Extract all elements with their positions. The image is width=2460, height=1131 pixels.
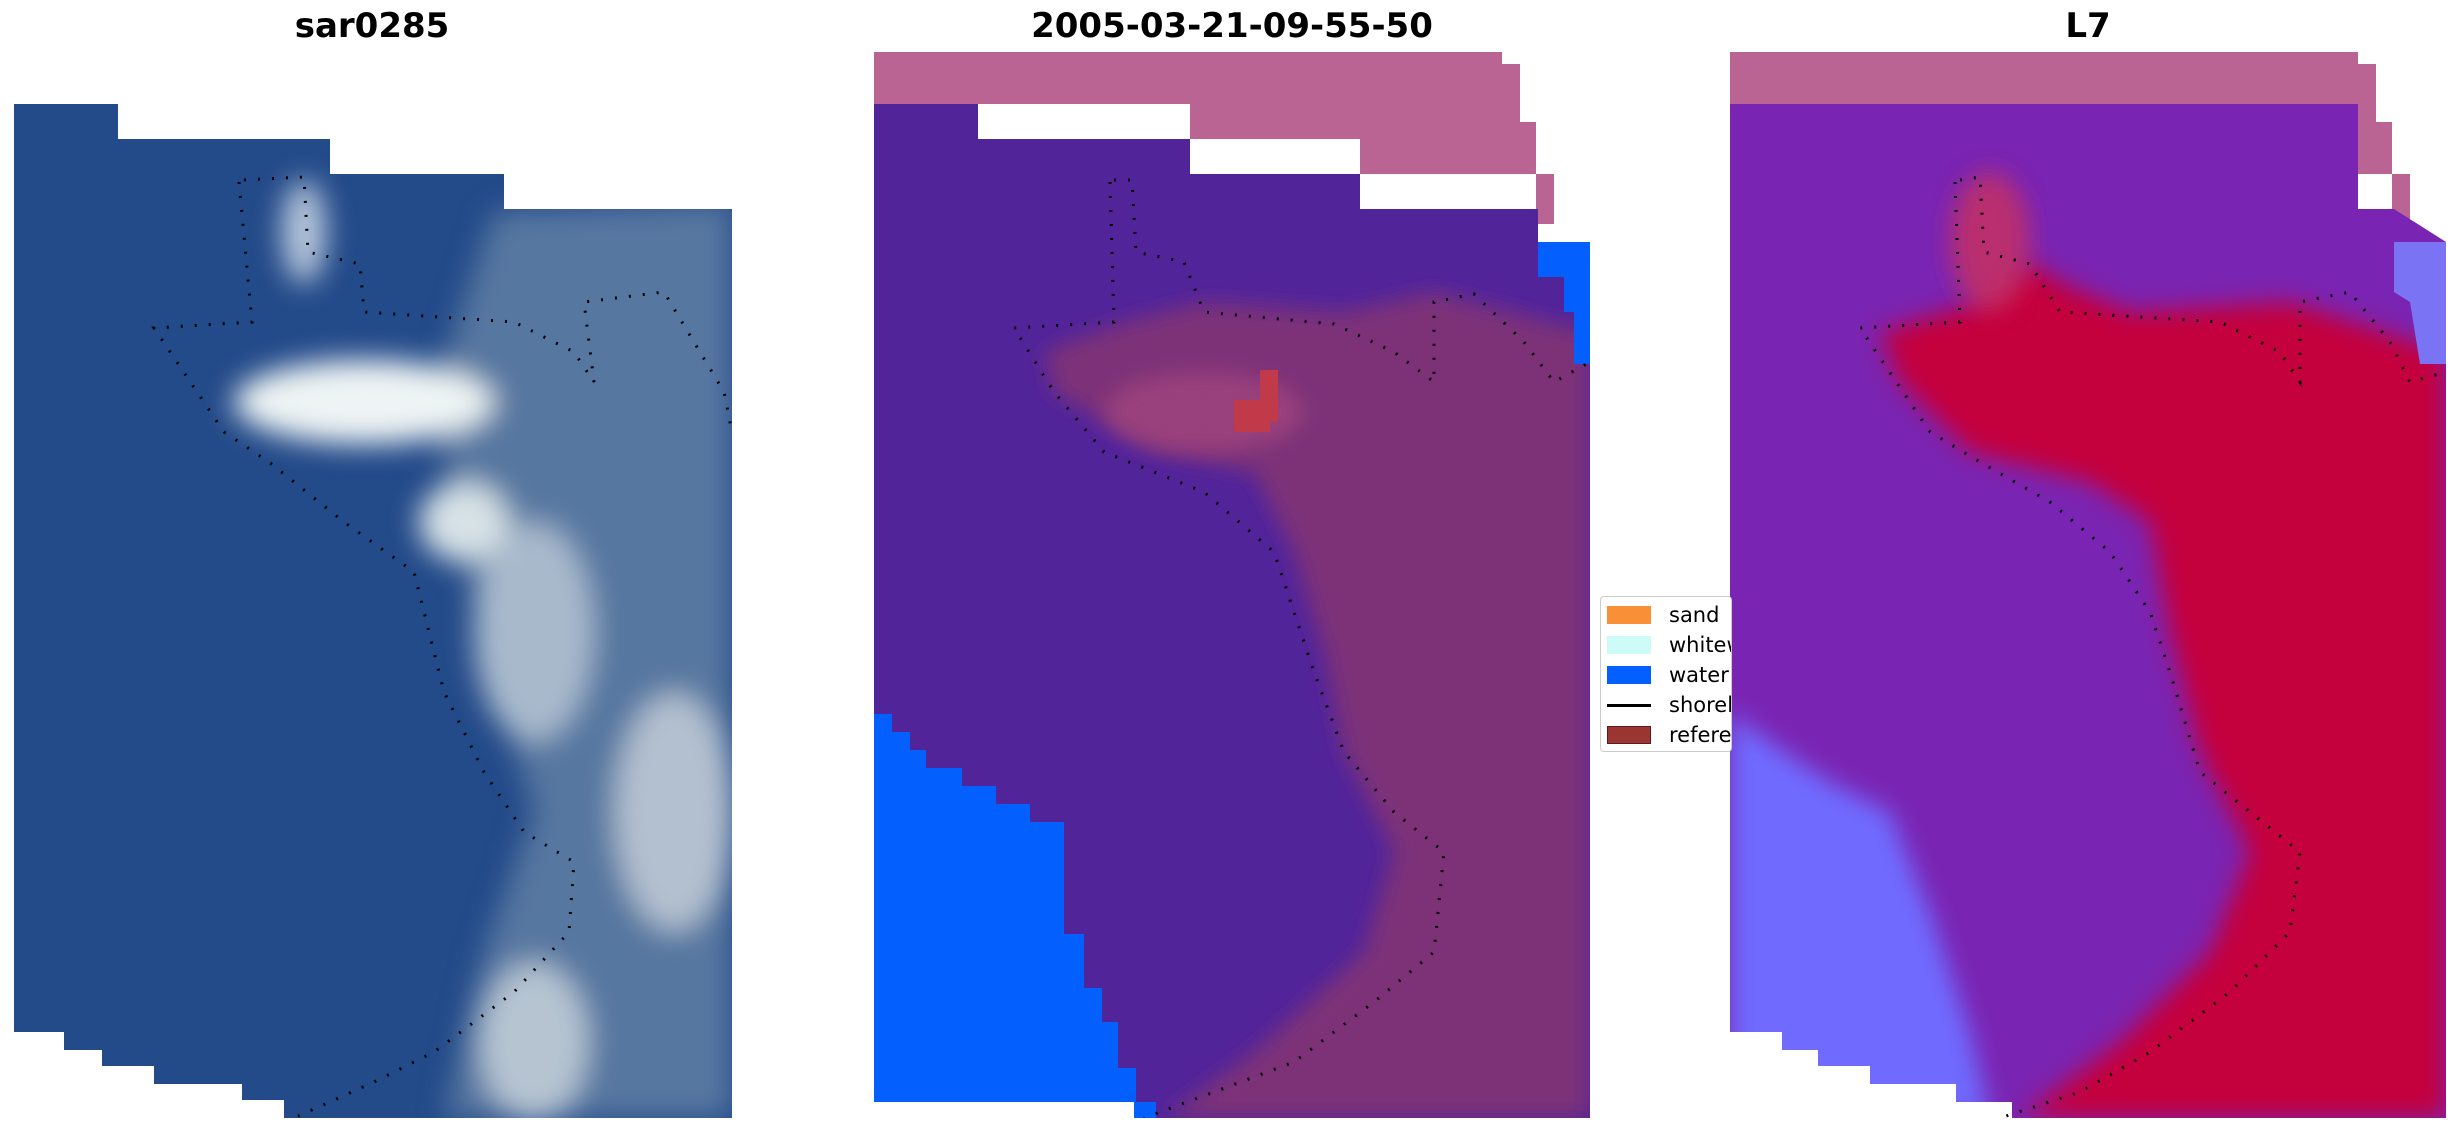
legend-label: sand [1669,603,1720,627]
index-water-area [2394,242,2446,364]
legend-label: referen [1669,723,1732,747]
class-sea-area [1044,292,1590,1118]
legend-item-shoreline: shorel [1607,693,1732,717]
legend-item-sand: sand [1607,603,1719,627]
legend-swatch-reference [1607,726,1651,744]
class-water-area [1538,242,1590,364]
rgb-whitewater-patch [419,482,509,562]
nodata-area [978,64,1554,224]
index-water-area [1730,712,1990,1118]
legend-item-reference: referen [1607,723,1732,747]
rgb-whitewater-patch [282,180,326,284]
legend-swatch-shoreline [1607,704,1651,707]
panel-title-index: L7 [2065,6,2111,46]
shoreline-contour [243,175,732,433]
rgb-image-panel [14,104,732,1118]
rgb-whitewater-patch [614,692,732,932]
index-sea-bright [1950,172,2030,312]
panel-title-rgb: sar0285 [294,6,450,46]
nodata-area [874,52,1502,104]
legend-swatch-water [1607,666,1651,684]
class-white-mask [874,1102,1134,1118]
classification-panel [874,52,1590,1118]
reference-patch [1234,400,1270,432]
shoreline-contour [151,181,576,1118]
rgb-whitewater-patch [234,360,494,444]
legend-swatch-sand [1607,606,1651,624]
shoreline-contour [1857,181,2302,1118]
legend-swatch-whitewater [1607,636,1651,654]
index-sea-area [1880,262,2446,1118]
index-panel [1730,52,2446,1118]
legend-label: water [1669,663,1729,687]
panel-title-classification: 2005-03-21-09-55-50 [1031,6,1433,46]
rgb-whitewater-patch [479,962,589,1118]
nodata-area [1730,52,2358,104]
legend-label: shorel [1669,693,1732,717]
rgb-whitewater-patch [474,522,594,742]
legend-item-water: water [1607,663,1729,687]
class-water-area [874,714,1156,1118]
